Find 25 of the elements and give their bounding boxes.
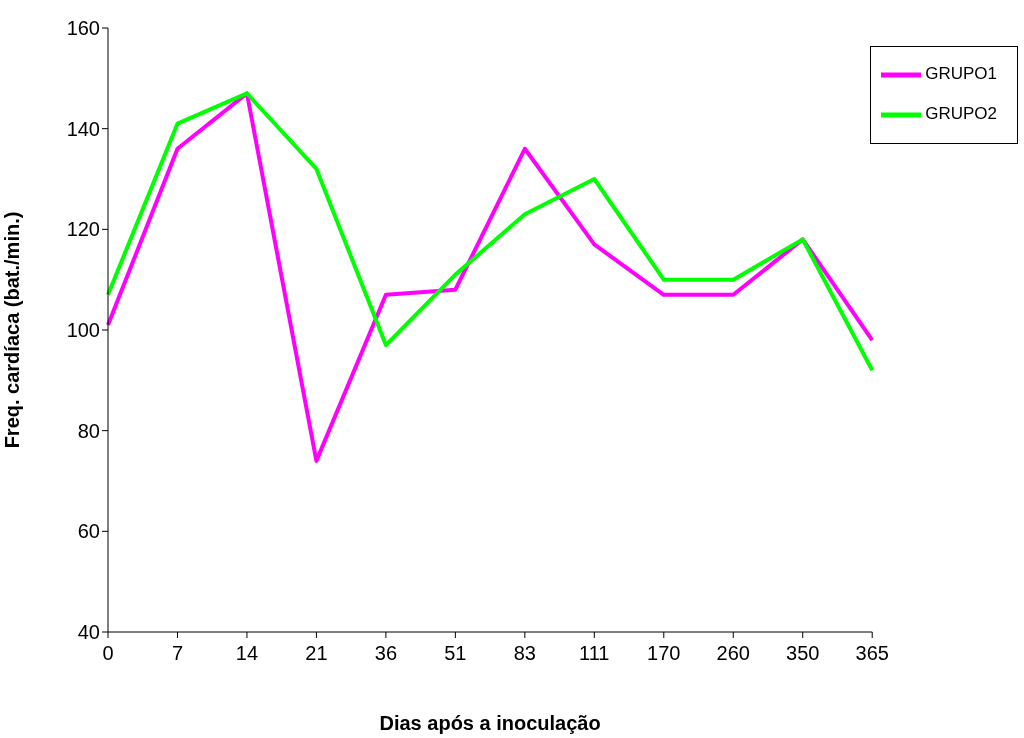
x-tick-label: 0: [102, 642, 114, 665]
x-tick-label: 51: [444, 642, 467, 665]
x-tick-label: 14: [235, 642, 259, 665]
x-tick-label: 21: [305, 642, 328, 665]
x-tick-label: 36: [374, 642, 398, 665]
x-tick-label: 7: [171, 642, 184, 665]
x-axis-title: Dias após a inoculação: [379, 712, 601, 734]
x-tick-label: 170: [647, 642, 681, 665]
y-tick-label: 160: [66, 17, 100, 40]
legend-label: GRUPO2: [925, 104, 997, 124]
y-tick-label: 40: [77, 621, 100, 644]
y-tick-label: 80: [77, 419, 100, 442]
x-tick-label: 83: [513, 642, 536, 665]
x-tick-label: 350: [786, 642, 820, 665]
line-series: [106, 91, 875, 373]
x-tick-label: 260: [716, 642, 750, 665]
y-tick-label: 100: [66, 319, 100, 342]
x-tick-label: 111: [579, 642, 610, 665]
x-tick-label: 365: [855, 642, 889, 665]
y-axis-title: Freq. cardíaca (bat./min.): [1, 211, 24, 449]
y-tick-label: 120: [66, 218, 100, 241]
legend-label: GRUPO1: [925, 64, 997, 84]
line-series: [106, 91, 875, 463]
y-tick-label: 140: [66, 117, 100, 140]
y-tick-label: 60: [77, 520, 100, 543]
